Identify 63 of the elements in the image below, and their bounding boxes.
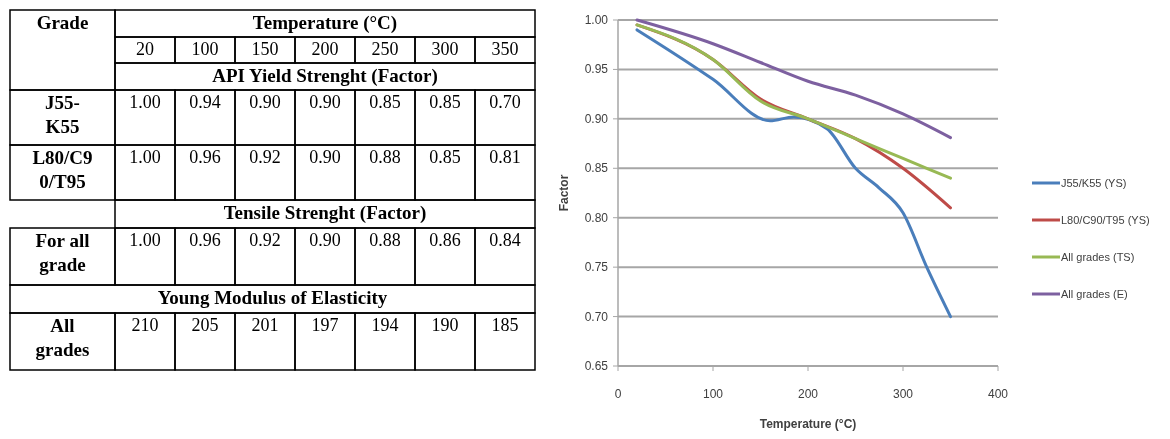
data-label: 0.88 (369, 230, 401, 250)
y-tick-label: All grades (35, 315, 90, 360)
data-label: 185 (491, 315, 519, 335)
data-label: 0.92 (249, 230, 281, 250)
data-label: 1.00 (129, 147, 161, 167)
data-label: 0.85 (429, 147, 461, 167)
data-label: 0.70 (489, 92, 521, 112)
y-tick-label: 0.95 (584, 62, 609, 77)
data-label: 0.90 (249, 92, 281, 112)
x-tick-label: 0 (614, 387, 622, 401)
x-tick-label: 400 (987, 387, 1009, 401)
data-label: 0.85 (429, 92, 461, 112)
x-axis-title: Temperature (°C) (252, 12, 398, 34)
y-axis-title: Factor (557, 174, 571, 212)
data-label: 0.90 (309, 147, 341, 167)
data-label: 197 (311, 315, 339, 335)
x-tick-label: 300 (892, 387, 914, 401)
data-label: 0.90 (309, 92, 341, 112)
data-label: 0.92 (249, 147, 281, 167)
annotation: Tensile Strenght (Factor) (223, 202, 427, 224)
y-tick-label: 0.75 (584, 260, 609, 275)
y-tick-label: L80/C9 0/T95 (32, 147, 93, 192)
y-tick-label: For all grade (35, 230, 90, 275)
y-tick-label: 1.00 (584, 13, 609, 27)
data-label: 1.00 (129, 92, 161, 112)
x-axis-title: Temperature (°C) (759, 417, 857, 431)
x-tick-label: 300 (431, 39, 459, 59)
x-tick-label: 20 (136, 39, 154, 59)
x-tick-label: 250 (371, 39, 399, 59)
x-tick-label: 350 (491, 39, 519, 59)
data-label: 190 (431, 315, 459, 335)
data-label: 0.81 (489, 147, 521, 167)
annotation: API Yield Strenght (Factor) (212, 65, 438, 87)
data-label: 0.90 (309, 230, 341, 250)
legend-label: L80/C90/T95 (YS) (1061, 214, 1150, 226)
y-tick-label: 0.85 (584, 161, 609, 176)
y-tick-label: J55- K55 (45, 92, 80, 137)
data-label: 210 (131, 315, 159, 335)
annotation: Young Modulus of Elasticity (157, 287, 388, 308)
x-tick-label: 100 (702, 387, 724, 401)
data-label: 0.88 (369, 147, 401, 167)
y-tick-label: 0.80 (584, 210, 609, 225)
data-label: 1.00 (129, 230, 161, 250)
x-tick-label: 200 (797, 387, 819, 401)
data-label: 0.85 (369, 92, 401, 112)
data-label: 194 (371, 315, 399, 335)
legend-label: All grades (TS) (1061, 251, 1135, 263)
x-tick-label: 200 (311, 39, 339, 59)
data-label: 0.96 (189, 230, 221, 250)
y-tick-label: 0.65 (584, 359, 609, 373)
data-label: 0.86 (429, 230, 461, 250)
data-label: 0.94 (189, 92, 221, 112)
y-axis-title: Grade (36, 12, 89, 33)
y-tick-label: 0.70 (584, 309, 609, 324)
data-label: 0.84 (489, 230, 521, 250)
data-label: 201 (251, 315, 279, 335)
data-label: 205 (191, 315, 219, 335)
x-tick-label: 100 (191, 39, 219, 59)
legend-label: All grades (E) (1061, 288, 1128, 300)
legend-label: J55/K55 (YS) (1061, 177, 1127, 189)
data-label: 0.96 (189, 147, 221, 167)
x-tick-label: 150 (251, 39, 279, 59)
y-tick-label: 0.90 (584, 111, 609, 126)
